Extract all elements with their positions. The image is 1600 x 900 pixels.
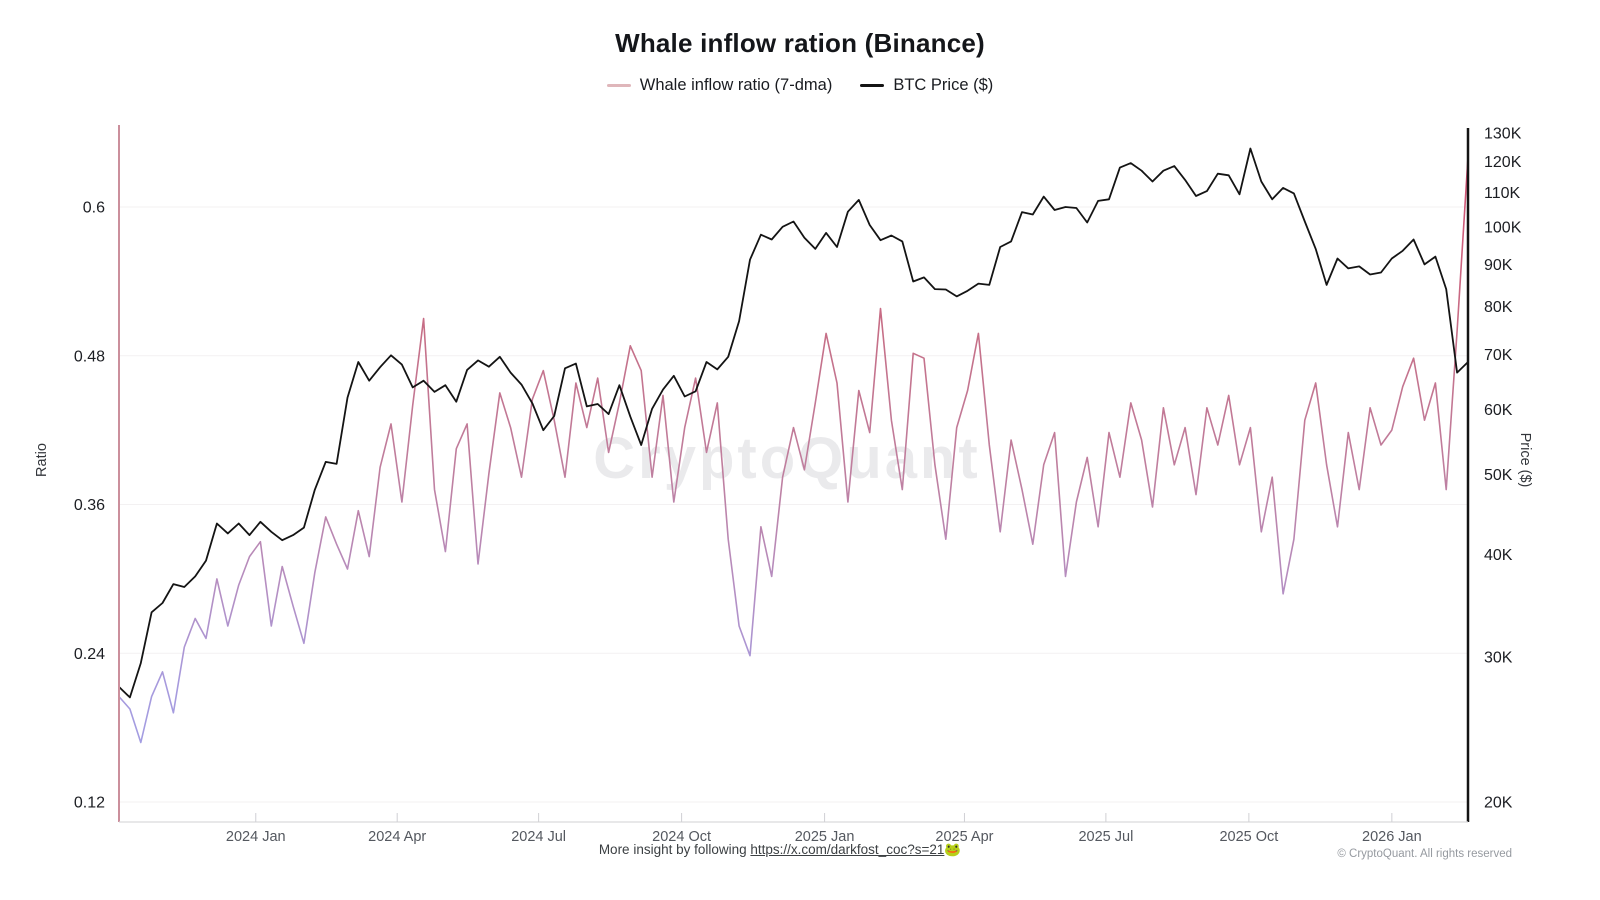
axes: 0.12 0.24 0.36 0.48 0.6 20K 30K 40K 50K 60K 70K 80K… <box>74 125 1522 845</box>
legend-label-whale-ratio: Whale inflow ratio (7-dma) <box>639 76 833 94</box>
chart-title: Whale inflow ration (Binance) <box>615 28 985 58</box>
y-axis-right-tick-label: 40K <box>1484 547 1513 564</box>
x-axis-tick-label: 2025 Jul <box>1078 829 1133 845</box>
btc-price-line <box>118 147 1469 699</box>
gridlines <box>119 206 1468 803</box>
y-axis-right-tick-label: 30K <box>1484 650 1513 667</box>
y-axis-left-tick-label: 0.36 <box>74 497 105 514</box>
y-axis-right-tick-label: 70K <box>1484 347 1513 364</box>
x-axis-tick-label: 2025 Jan <box>795 829 855 845</box>
y-axis-left-tick-label: 0.6 <box>83 200 105 217</box>
left-axis-title: Ratio <box>34 443 50 477</box>
legend: Whale inflow ratio (7-dma) BTC Price ($) <box>0 76 1600 95</box>
y-axis-left-tick-label: 0.12 <box>74 795 105 812</box>
y-axis-right-tick-label: 20K <box>1484 795 1513 812</box>
x-axis-tick-label: 2024 Apr <box>368 829 426 845</box>
legend-item-btc-price: BTC Price ($) <box>860 76 993 95</box>
x-profile-link[interactable]: https://x.com/darkfost_coc?s=21 <box>750 842 945 857</box>
y-axis-right-tick-label: 120K <box>1484 154 1522 171</box>
x-axis-tick-label: 2026 Jan <box>1362 829 1422 845</box>
y-axis-right-tick-label: 50K <box>1484 467 1513 484</box>
frog-emoji: 🐸 <box>944 842 962 857</box>
x-axis-tick-label: 2024 Oct <box>652 829 711 845</box>
x-axis-tick-label: 2025 Apr <box>935 829 993 845</box>
whale-ratio-line-swatch <box>606 84 631 87</box>
y-axis-right-tick-label: 60K <box>1484 402 1513 419</box>
y-axis-right-tick-label: 130K <box>1484 126 1522 143</box>
y-axis-left-tick-label: 0.48 <box>74 348 105 365</box>
series-lines <box>118 147 1469 744</box>
y-axis-left-tick-label: 0.24 <box>74 646 105 663</box>
x-axis-tick-label: 2024 Jul <box>511 829 566 845</box>
btc-price-line-swatch <box>860 84 885 87</box>
copyright-notice: © CryptoQuant. All rights reserved <box>1337 848 1512 860</box>
x-axis-tick-label: 2024 Jan <box>226 829 286 845</box>
y-axis-right-tick-label: 90K <box>1484 257 1513 274</box>
legend-label-btc-price: BTC Price ($) <box>893 76 994 94</box>
legend-item-whale-ratio: Whale inflow ratio (7-dma) <box>606 76 833 95</box>
footer-text: More insight by following <box>598 842 751 857</box>
y-axis-right-tick-label: 80K <box>1484 299 1513 316</box>
y-axis-right-tick-label: 110K <box>1484 185 1521 202</box>
whale-ratio-line <box>118 157 1469 744</box>
footer-note: More insight by following https://x.com/… <box>0 842 1560 858</box>
y-axis-right-tick-label: 100K <box>1484 219 1522 236</box>
right-axis-title: Price ($) <box>1517 433 1533 488</box>
x-axis-tick-label: 2025 Oct <box>1219 829 1278 845</box>
